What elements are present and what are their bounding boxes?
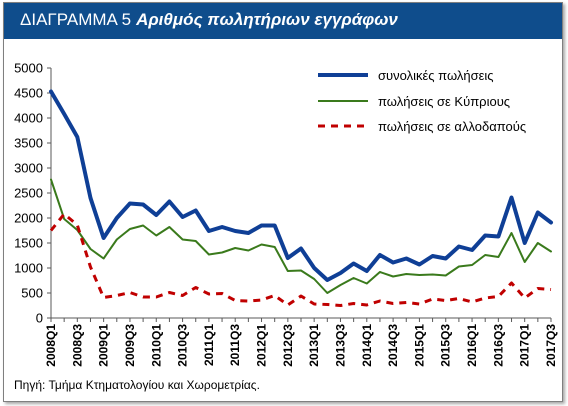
chart-title-bar: ΔΙΑΓΡΑΜΜΑ 5 Αριθμός πωλητήριων εγγράφων	[4, 3, 562, 39]
x-tick-label: 2013Q3	[333, 324, 347, 367]
x-axis: 2008Q1 2008Q3 2009Q1 2009Q3 2010Q1 2010Q3 2011…	[44, 317, 558, 367]
series-lines	[49, 89, 553, 307]
x-tick-label: 2010Q3	[176, 324, 190, 367]
x-tick-label: 2009Q1	[97, 324, 111, 367]
x-tick-label: 2012Q3	[281, 324, 295, 367]
legend-label-1: συνολικές πωλήσεις	[378, 68, 494, 83]
series-line-2	[50, 178, 552, 294]
series-line-1	[49, 89, 553, 282]
x-tick-label: 2011Q1	[202, 324, 216, 366]
y-tick-label: 4000	[14, 111, 43, 126]
x-tick-label: 2013Q1	[307, 324, 321, 367]
y-tick-label: 3500	[14, 136, 43, 151]
x-tick-label: 2017Q1	[518, 324, 532, 367]
x-tick-label: 2008Q3	[70, 324, 84, 367]
y-tick-label: 2000	[14, 211, 43, 226]
x-tick-label: 2014Q3	[386, 324, 400, 367]
legend-label-3: πωλήσεις σε αλλοδαπούς	[378, 119, 526, 134]
x-tick-label: 2012Q1	[255, 324, 269, 367]
x-tick-label: 2009Q3	[123, 324, 137, 367]
x-tick-label: 2016Q1	[465, 324, 479, 367]
x-tick-label: 2015Q3	[439, 324, 453, 367]
x-tick-label: 2014Q1	[360, 324, 374, 367]
y-tick-label: 3000	[14, 161, 43, 176]
y-tick-label: 1500	[14, 236, 43, 251]
y-tick-label: 4500	[14, 86, 43, 101]
legend: συνολικές πωλήσεις πωλήσεις σε Κύπριους πω…	[318, 68, 526, 134]
source-note: Πηγή: Τμήμα Κτηματολογίου και Χωρομετρία…	[14, 378, 260, 392]
x-tick-label: 2008Q1	[44, 324, 58, 367]
chart-title-main: Αριθμός πωλητήριων εγγράφων	[136, 10, 398, 29]
x-tick-label: 2011Q3	[228, 324, 242, 366]
chart-frame	[3, 2, 563, 402]
y-tick-label: 5000	[14, 61, 43, 76]
x-tick-label: 2015Q1	[412, 324, 426, 367]
x-tick-label: 2017Q3	[544, 324, 558, 367]
x-tick-label: 2016Q3	[491, 324, 505, 367]
y-tick-label: 500	[21, 286, 43, 301]
y-axis: 0 500 1000 1500 2000 2500 3000 3500 4000 4500 5000	[14, 61, 52, 326]
series-line-3	[49, 212, 552, 307]
y-tick-label: 2500	[14, 186, 43, 201]
chart-title-prefix: ΔΙΑΓΡΑΜΜΑ 5	[20, 10, 132, 29]
legend-label-2: πωλήσεις σε Κύπριους	[378, 94, 510, 109]
y-tick-label: 1000	[14, 261, 43, 276]
x-tick-label: 2010Q1	[149, 324, 163, 367]
y-tick-label: 0	[36, 311, 43, 326]
chart-title: ΔΙΑΓΡΑΜΜΑ 5 Αριθμός πωλητήριων εγγράφων	[20, 10, 398, 30]
